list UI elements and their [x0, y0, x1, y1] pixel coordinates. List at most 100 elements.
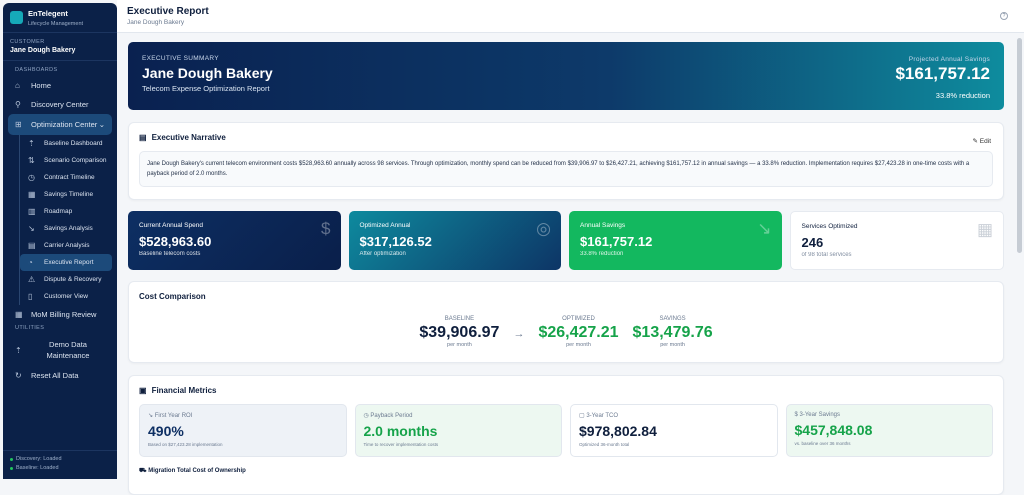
dollar-icon: $ [794, 412, 798, 418]
swap-icon: ⇅ [28, 156, 35, 165]
card-title: Executive Narrative [151, 133, 226, 142]
page-subtitle: Jane Dough Bakery [127, 19, 185, 26]
baseline-column: BASELINE $39,906.97 per month [419, 316, 499, 348]
sidebar-item-customer-view[interactable]: ▯ Customer View [20, 288, 117, 305]
customer-section: CUSTOMER Jane Dough Bakery [3, 33, 117, 61]
target-icon: ◎ [536, 219, 551, 238]
status-baseline: Baseline: Loaded [16, 465, 59, 471]
label: Discovery Center [31, 100, 89, 109]
label: Savings Timeline [44, 191, 94, 198]
sidebar-item-savings-analysis[interactable]: ↘ Savings Analysis [20, 220, 117, 237]
trend-icon: ↘ [148, 413, 154, 419]
savings-label: Projected Annual Savings [908, 56, 990, 63]
kpi-title: Current Annual Spend [139, 222, 203, 229]
metric-title: 3-Year Savings [799, 412, 840, 418]
executive-summary-banner: EXECUTIVE SUMMARY Jane Dough Bakery Tele… [128, 42, 1004, 110]
sidebar-item-discovery[interactable]: ⚲ Discovery Center [3, 95, 117, 114]
metric-tco: ▢ 3-Year TCO $978,802.84 Optimized 36-mont… [570, 404, 778, 457]
kpi-annual-savings: Annual Savings $161,757.12 33.8% reduction… [569, 211, 782, 270]
main-content: EXECUTIVE SUMMARY Jane Dough Bakery Tele… [128, 42, 1004, 495]
sidebar-item-reset[interactable]: ↻ Reset All Data [3, 366, 117, 385]
kpi-value: $317,126.52 [359, 234, 432, 249]
kpi-services: Services Optimized 246 of 98 total service… [789, 211, 1004, 270]
kpi-desc: of 98 total services [801, 252, 852, 258]
optimized-value: $26,427.21 [538, 324, 619, 341]
label: Contract Timeline [44, 174, 95, 181]
brand: EnTelegent Lifecycle Management [3, 3, 117, 33]
metric-value: $978,802.84 [579, 423, 657, 439]
savings-value: $13,479.76 [632, 324, 713, 341]
sidebar-item-dispute[interactable]: ⚠ Dispute & Recovery [20, 271, 117, 288]
kpi-title: Services Optimized [801, 223, 858, 230]
building-icon: ▤ [28, 241, 36, 250]
building-icon: ▦ [976, 220, 993, 239]
help-icon[interactable]: ? [1000, 12, 1008, 20]
sidebar-item-carrier[interactable]: ▤ Carrier Analysis [20, 237, 117, 254]
section-utilities: UTILITIES [15, 325, 45, 331]
kpi-value: 246 [801, 235, 824, 250]
sidebar-item-baseline[interactable]: ⇡ Baseline Dashboard [20, 135, 117, 152]
status-dot [10, 457, 13, 461]
brand-name: EnTelegent [28, 8, 68, 18]
search-icon: ⚲ [15, 100, 21, 109]
pie-chart-icon: ◔ [28, 258, 33, 267]
calendar-icon: ▢ [579, 413, 585, 419]
calendar-icon: ▦ [28, 190, 36, 199]
kpi-row: Current Annual Spend $528,963.60 Baseline … [128, 211, 1004, 270]
metric-desc: vs. baseline over 36 months [794, 441, 851, 446]
grid-icon: ⊞ [15, 120, 22, 129]
label: Roadmap [44, 208, 73, 215]
optimization-submenu: ⇡ Baseline Dashboard ⇅ Scenario Comparison… [19, 135, 117, 305]
kpi-title: Optimized Annual [359, 222, 411, 229]
sidebar-item-scenario[interactable]: ⇅ Scenario Comparison [20, 152, 117, 169]
kpi-optimized: Optimized Annual $317,126.52 After optimiz… [348, 211, 561, 270]
label: Home [31, 81, 52, 90]
brand-tagline: Lifecycle Management [28, 20, 84, 27]
sidebar-item-mom[interactable]: ▦ MoM Billing Review [3, 305, 117, 324]
refresh-icon: ↻ [15, 371, 22, 380]
logo-icon [10, 11, 23, 24]
edit-button[interactable]: ✎ Edit [973, 137, 991, 145]
sidebar-item-optimization[interactable]: ⊞ Optimization Center ⌄ [8, 114, 112, 135]
cost-comparison-card: Cost Comparison BASELINE $39,906.97 per mo… [128, 281, 1004, 363]
sidebar-item-roadmap[interactable]: ▥ Roadmap [20, 203, 117, 220]
metric-value: 2.0 months [363, 423, 438, 439]
scrollbar[interactable] [1017, 38, 1022, 253]
metric-title: First Year ROI [154, 413, 193, 419]
sidebar-item-home[interactable]: ⌂ Home [3, 76, 117, 95]
kpi-desc: Baseline telecom costs [139, 251, 201, 257]
projected-savings: $161,757.12 [895, 64, 990, 83]
edit-label: Edit [979, 138, 991, 145]
metric-payback: ◷ Payback Period 2.0 months Time to recove… [354, 404, 562, 457]
kpi-value: $528,963.60 [139, 234, 212, 249]
document-icon: ▤ [139, 133, 147, 142]
metric-roi: ↘ First Year ROI 490% Based on $27,423.28 … [139, 404, 347, 457]
label: OPTIMIZED [562, 316, 595, 322]
reduction: 33.8% reduction [935, 91, 990, 100]
kpi-value: $161,757.12 [580, 234, 653, 249]
kpi-current-spend: Current Annual Spend $528,963.60 Baseline … [128, 211, 341, 270]
sidebar-item-contract[interactable]: ◷ Contract Timeline [20, 169, 117, 186]
upload-icon: ⇡ [15, 345, 22, 355]
calculator-icon: ▣ [139, 386, 147, 395]
optimized-column: OPTIMIZED $26,427.21 per month [538, 316, 618, 348]
arrow-right-icon: → [513, 328, 525, 340]
kpi-desc: 33.8% reduction [580, 251, 624, 257]
card-title: Cost Comparison [139, 292, 206, 301]
customer-label: CUSTOMER [10, 39, 45, 45]
sidebar-item-demo-data[interactable]: ⇡ Demo Data Maintenance [3, 334, 117, 366]
dollar-icon: $ [321, 219, 331, 238]
baseline-value: $39,906.97 [419, 324, 500, 341]
sidebar-item-executive-report[interactable]: ◔ Executive Report [20, 254, 112, 271]
pencil-icon: ✎ [972, 138, 978, 145]
metric-value: 490% [148, 423, 184, 439]
hero-subtitle: Telecom Expense Optimization Report [142, 84, 270, 93]
hero-kicker: EXECUTIVE SUMMARY [142, 55, 219, 62]
sidebar-item-savings-timeline[interactable]: ▦ Savings Timeline [20, 186, 117, 203]
narrative-text: Jane Dough Bakery's current telecom envi… [139, 151, 993, 187]
label: SAVINGS [659, 316, 686, 322]
clock-icon: ◷ [28, 173, 35, 182]
label: Executive Report [44, 259, 94, 266]
clock-icon: ◷ [363, 413, 369, 419]
metric-desc: Time to recover implementation costs [363, 442, 439, 447]
